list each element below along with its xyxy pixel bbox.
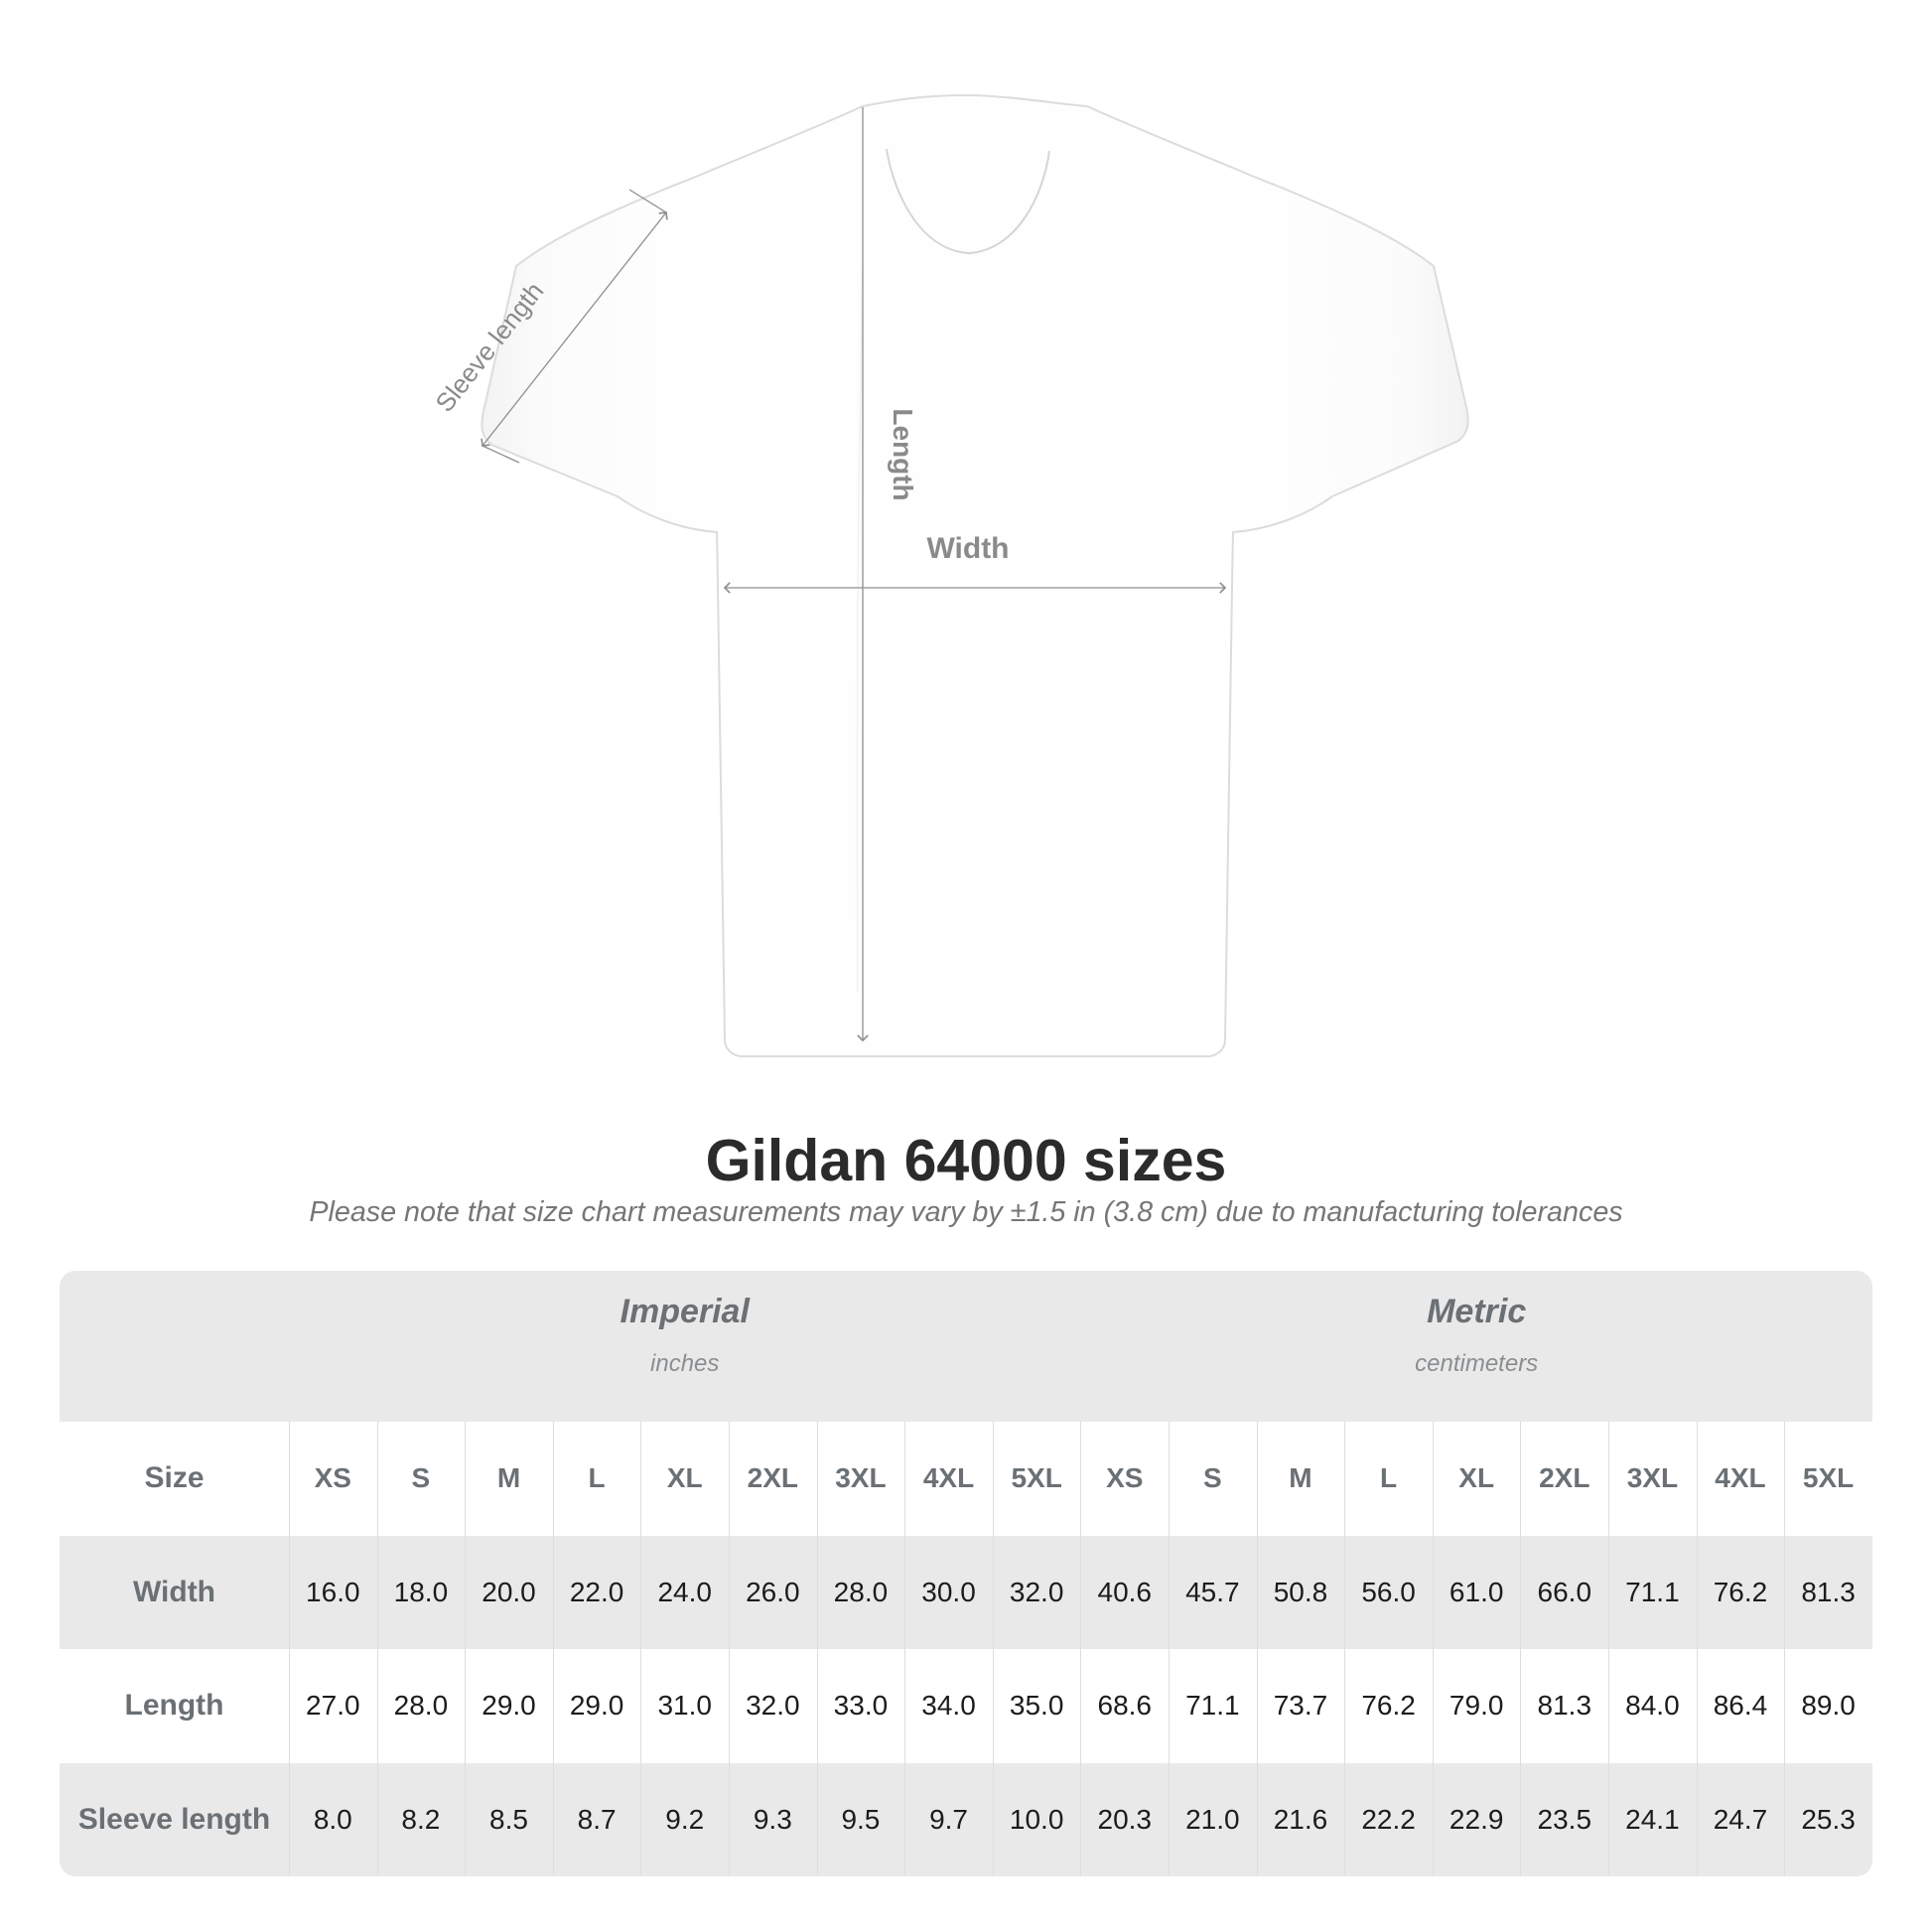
svg-text:Length: Length xyxy=(888,408,918,500)
svg-text:Width: Width xyxy=(926,532,1009,565)
